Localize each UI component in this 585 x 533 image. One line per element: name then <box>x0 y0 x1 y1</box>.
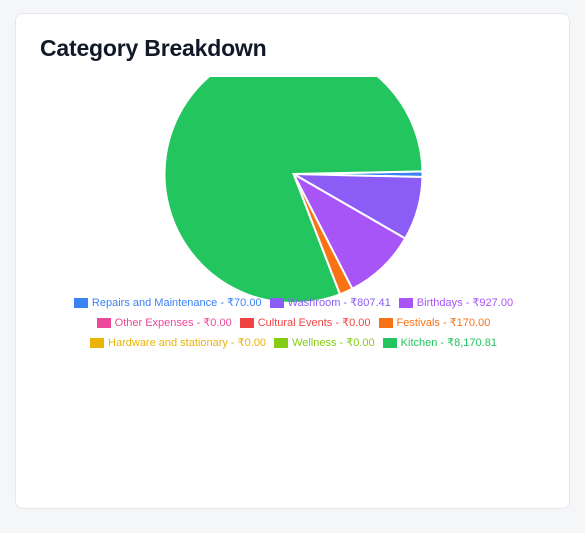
legend-item-festivals[interactable]: Festivals - ₹170.00 <box>378 316 491 330</box>
legend-label: Festivals - ₹170.00 <box>396 317 491 329</box>
legend-swatch <box>96 318 111 328</box>
legend-swatch <box>269 298 284 308</box>
legend-swatch <box>378 318 393 328</box>
legend-item-washroom[interactable]: Washroom - ₹807.41 <box>269 296 391 310</box>
legend-label: Wellness - ₹0.00 <box>292 337 375 349</box>
legend-label: Repairs and Maintenance - ₹70.00 <box>91 297 262 309</box>
legend-item-birthdays[interactable]: Birthdays - ₹927.00 <box>398 296 514 310</box>
legend-label: Other Expenses - ₹0.00 <box>114 317 232 329</box>
legend-label: Cultural Events - ₹0.00 <box>257 317 371 329</box>
chart-legend: Repairs and Maintenance - ₹70.00 Washroom… <box>16 296 569 350</box>
legend-swatch <box>398 298 413 308</box>
legend-label: Washroom - ₹807.41 <box>287 297 391 309</box>
legend-label: Birthdays - ₹927.00 <box>416 297 514 309</box>
pie-chart <box>163 77 424 302</box>
category-breakdown-card: Category Breakdown Repairs and Maintenan… <box>15 13 570 509</box>
legend-label: Kitchen - ₹8,170.81 <box>400 337 497 349</box>
legend-item-repairs-and-maintenance[interactable]: Repairs and Maintenance - ₹70.00 <box>73 296 262 310</box>
card-title: Category Breakdown <box>40 35 267 61</box>
pie-slice-kitchen[interactable] <box>163 77 424 302</box>
legend-item-cultural-events[interactable]: Cultural Events - ₹0.00 <box>239 316 371 330</box>
legend-swatch <box>382 338 397 348</box>
pie-chart-area <box>16 77 569 302</box>
legend-label: Hardware and stationary - ₹0.00 <box>108 337 267 349</box>
legend-item-wellness[interactable]: Wellness - ₹0.00 <box>274 336 375 350</box>
legend-item-kitchen[interactable]: Kitchen - ₹8,170.81 <box>382 336 497 350</box>
legend-swatch <box>90 338 105 348</box>
legend-item-hardware-and-stationary[interactable]: Hardware and stationary - ₹0.00 <box>90 336 266 350</box>
legend-swatch <box>274 338 289 348</box>
legend-swatch <box>239 318 254 328</box>
legend-item-other-expenses[interactable]: Other Expenses - ₹0.00 <box>96 316 232 330</box>
legend-swatch <box>73 298 88 308</box>
